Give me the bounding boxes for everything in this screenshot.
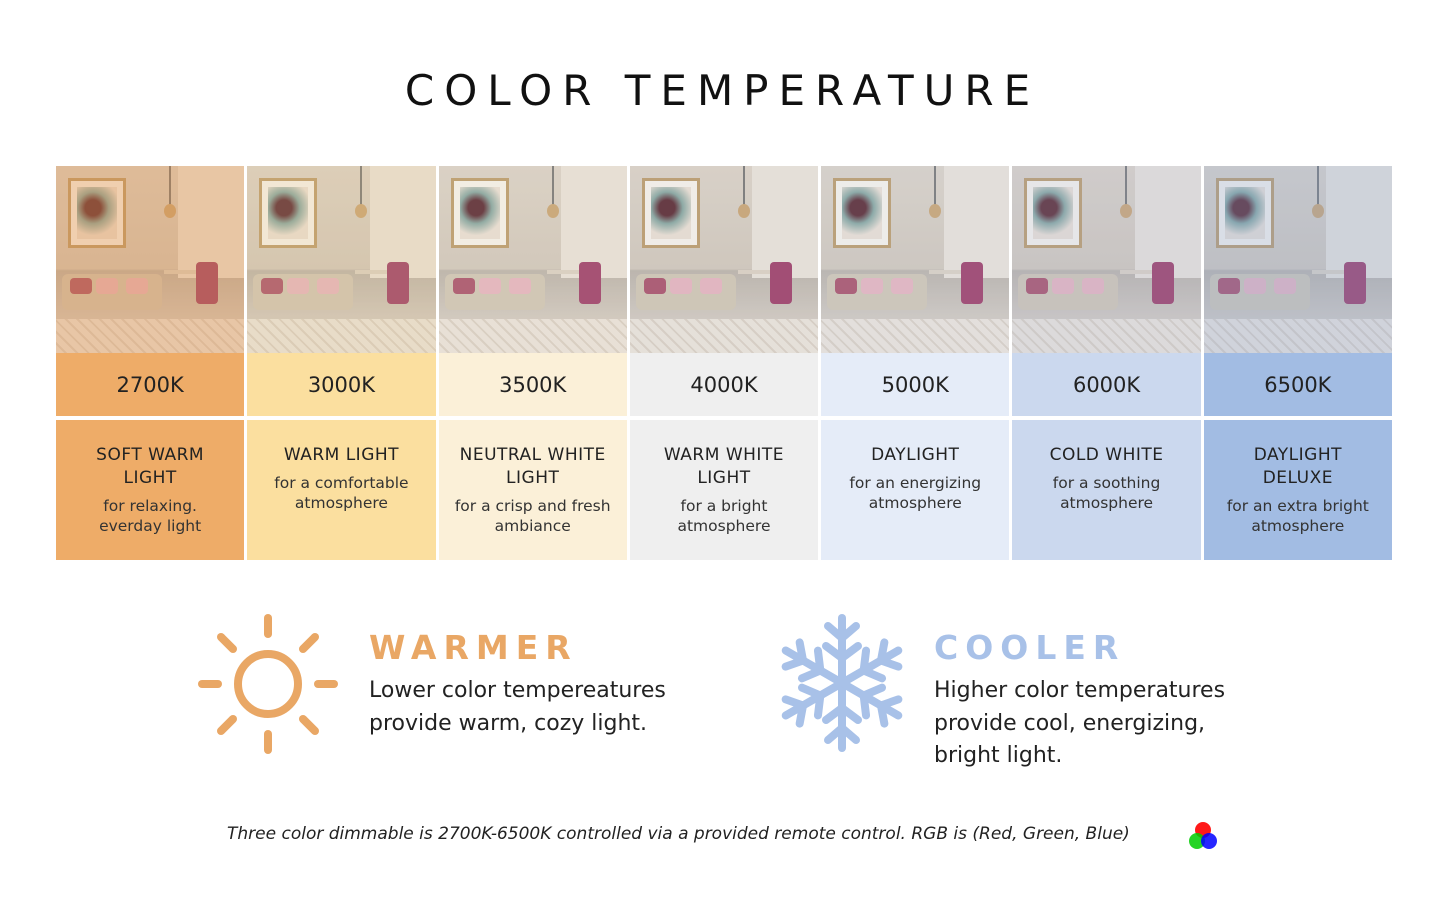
- light-name: DAYLIGHT: [871, 445, 960, 465]
- temperature-column: 6000K COLD WHITE for a soothing atmosphe…: [1012, 166, 1201, 560]
- warmer-heading: WARMER: [369, 628, 578, 667]
- kelvin-label: 2700K: [56, 353, 245, 416]
- kelvin-label: 3000K: [247, 353, 436, 416]
- light-name: WARM LIGHT: [283, 445, 400, 465]
- light-description: for a bright atmosphere: [677, 497, 771, 535]
- footer-note: Three color dimmable is 2700K-6500K cont…: [227, 824, 1130, 844]
- light-description: for an extra bright atmosphere: [1226, 497, 1369, 535]
- page-title: COLOR TEMPERATURE: [404, 66, 1041, 115]
- light-description: for a crisp and fresh ambiance: [454, 497, 611, 535]
- description-cell: DAYLIGHT DELUXE for an extra bright atmo…: [1203, 420, 1392, 560]
- sun-icon: [196, 612, 341, 757]
- kelvin-label: 6000K: [1012, 353, 1201, 416]
- cooler-text: Higher color temperatures provide cool, …: [934, 678, 1226, 768]
- light-description: for a soothing atmosphere: [1052, 474, 1161, 512]
- temperature-column: 4000K WARM WHITE LIGHT for a bright atmo…: [629, 166, 819, 560]
- room-photo: [56, 166, 245, 353]
- room-photo: [1203, 166, 1392, 353]
- room-photo: [247, 166, 436, 353]
- room-photo: [438, 166, 627, 353]
- temperature-column: 6500K DAYLIGHT DELUXE for an extra brigh…: [1203, 166, 1392, 560]
- light-name: DAYLIGHT DELUXE: [1253, 445, 1342, 488]
- kelvin-label: 6500K: [1203, 353, 1392, 416]
- description-cell: WARM LIGHT for a comfortable atmosphere: [247, 420, 436, 560]
- description-cell: DAYLIGHT for an energizing atmosphere: [821, 420, 1010, 560]
- light-name: COLD WHITE: [1049, 445, 1164, 465]
- room-photo: [1012, 166, 1201, 353]
- light-name: NEUTRAL WHITE LIGHT: [459, 445, 606, 488]
- temperature-column: 2700K SOFT WARM LIGHT for relaxing. ever…: [56, 166, 245, 560]
- snowflake-icon: [778, 612, 906, 754]
- light-description: for relaxing. everday light: [99, 497, 202, 535]
- cooler-block: COOLER Higher color temperatures provide…: [934, 628, 1274, 773]
- light-description: for an energizing atmosphere: [849, 474, 982, 512]
- kelvin-label: 4000K: [629, 353, 819, 416]
- kelvin-label: 5000K: [821, 353, 1010, 416]
- rgb-icon: [1186, 820, 1220, 852]
- description-cell: NEUTRAL WHITE LIGHT for a crisp and fres…: [438, 420, 627, 560]
- temperature-column: 3500K NEUTRAL WHITE LIGHT for a crisp an…: [438, 166, 627, 560]
- light-name: WARM WHITE LIGHT: [663, 445, 785, 488]
- warmer-text: Lower color tempereatures provide warm, …: [369, 678, 666, 736]
- light-description: for a comfortable atmosphere: [274, 474, 409, 512]
- light-name: SOFT WARM LIGHT: [96, 445, 205, 488]
- description-cell: SOFT WARM LIGHT for relaxing. everday li…: [56, 420, 245, 560]
- room-photo: [629, 166, 819, 353]
- warmer-block: WARMER Lower color tempereatures provide…: [369, 628, 749, 740]
- room-photo: [821, 166, 1010, 353]
- description-cell: WARM WHITE LIGHT for a bright atmosphere: [629, 420, 819, 560]
- cooler-heading: COOLER: [934, 628, 1126, 667]
- description-cell: COLD WHITE for a soothing atmosphere: [1012, 420, 1201, 560]
- temperature-column: 5000K DAYLIGHT for an energizing atmosph…: [821, 166, 1010, 560]
- kelvin-label: 3500K: [438, 353, 627, 416]
- temperature-column: 3000K WARM LIGHT for a comfortable atmos…: [247, 166, 436, 560]
- temperature-grid: 2700K SOFT WARM LIGHT for relaxing. ever…: [56, 166, 1392, 560]
